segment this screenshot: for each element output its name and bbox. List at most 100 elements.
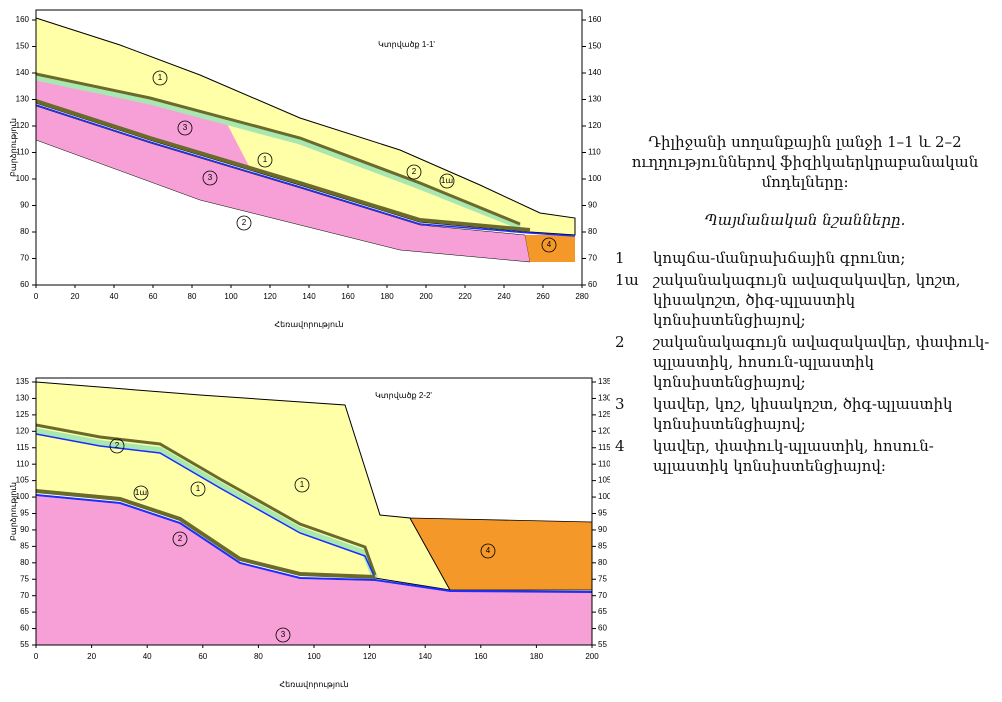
- layer-1a: [35, 428, 378, 580]
- caption: Դիլիջանի սողանքային լանջի 1–1 և 2–2 ուղղ…: [615, 132, 995, 478]
- y-axis-label: Բարձրություն: [9, 482, 18, 541]
- legend-text: կավեր, փափուկ-պլաստիկ, հոսուն-պլաստիկ կո…: [653, 437, 934, 475]
- layer-marker: [177, 120, 193, 136]
- layer-marker: [152, 70, 168, 86]
- y-tick-label: 80: [588, 227, 597, 236]
- boundary: [35, 104, 576, 237]
- y-tick-label: 75: [20, 574, 29, 583]
- layer-label: 3: [281, 630, 286, 639]
- x-tick-label: 180: [530, 652, 544, 661]
- y-tick-label: 90: [20, 525, 29, 534]
- x-tick-label: 80: [254, 652, 263, 661]
- legend-key: 3: [615, 395, 625, 413]
- x-tick-label: 220: [458, 292, 472, 301]
- legend-key: 2: [615, 333, 625, 351]
- x-tick-label: 0: [34, 292, 39, 301]
- layer-2: [35, 423, 377, 576]
- y-tick-label: 95: [20, 509, 29, 518]
- x-tick-label: 80: [188, 292, 197, 301]
- legend-item: 3 կավեր, կոշ, կիսակոշտ, ծիգ-պլաստիկ կոնսի…: [615, 394, 995, 434]
- x-axis-label: Հեռավորություն: [279, 680, 348, 689]
- y-tick-label: 85: [20, 541, 29, 550]
- layer-marker: [202, 170, 218, 186]
- y-tick-label: 60: [20, 280, 29, 289]
- y-tick-label: 60: [588, 280, 597, 289]
- x-tick-label: 60: [149, 292, 158, 301]
- x-tick-label: 40: [110, 292, 119, 301]
- panel-title: Կտրվածք 2-2': [375, 391, 432, 400]
- panel-title: Կտրվածք 1-1': [378, 40, 435, 49]
- layer-label: 2: [412, 167, 417, 176]
- layer-marker: [133, 485, 149, 501]
- x-tick-label: 120: [363, 652, 377, 661]
- y-tick-label: 70: [598, 591, 607, 600]
- legend: 1 կոպճա-մանրախճային գրունտ; 1ա շականակագույ…: [615, 248, 995, 476]
- layer-2: [35, 72, 521, 226]
- legend-item: 4 կավեր, փափուկ-պլաստիկ, հոսուն-պլաստիկ կ…: [615, 436, 995, 476]
- layer-marker: [236, 215, 252, 231]
- caption-text: Դիլիջանի սողանքային լանջի 1–1 և 2–2 ուղղ…: [631, 133, 979, 191]
- y-tick-label: 160: [16, 15, 30, 24]
- layer-label: 2: [115, 441, 120, 450]
- y-tick-label: 110: [598, 459, 610, 468]
- y-tick-label: 65: [598, 607, 607, 616]
- x-tick-label: 60: [198, 652, 207, 661]
- y-tick-label: 75: [598, 574, 607, 583]
- x-tick-label: 120: [263, 292, 277, 301]
- y-tick-label: 60: [598, 624, 607, 633]
- x-tick-label: 160: [341, 292, 355, 301]
- legend-text: կավեր, կոշ, կիսակոշտ, ծիգ-պլաստիկ կոնսիս…: [653, 395, 953, 433]
- y-tick-label: 120: [16, 121, 30, 130]
- layer-label: 2: [178, 534, 183, 543]
- y-tick-label: 80: [20, 227, 29, 236]
- y-tick-label: 130: [16, 394, 30, 403]
- y-tick-label: 100: [16, 492, 30, 501]
- x-tick-label: 100: [224, 292, 238, 301]
- boundary: [35, 433, 376, 579]
- y-tick-label: 100: [598, 492, 610, 501]
- layer-marker: [257, 152, 273, 168]
- legend-text: շականակագույն ավազակավեր, կոշտ, կիսակոշտ…: [653, 271, 961, 329]
- y-tick-label: 80: [20, 558, 29, 567]
- y-tick-label: 150: [16, 42, 30, 51]
- y-tick-label: 55: [20, 640, 29, 649]
- y-tick-label: 140: [588, 68, 602, 77]
- y-tick-label: 115: [16, 443, 29, 452]
- y-tick-label: 120: [588, 121, 602, 130]
- layer-label: 1: [196, 484, 201, 493]
- y-tick-label: 105: [598, 476, 610, 485]
- x-tick-label: 100: [307, 652, 321, 661]
- layer-4: [525, 235, 575, 262]
- legend-key: 4: [615, 437, 625, 455]
- layer-label: 3: [183, 123, 188, 132]
- layer-2: [35, 99, 531, 232]
- y-tick-label: 70: [588, 254, 597, 263]
- y-tick-label: 80: [598, 558, 607, 567]
- layer-3: [36, 80, 250, 168]
- y-tick-label: 120: [16, 426, 30, 435]
- x-axis-label: Հեռավորություն: [274, 320, 343, 329]
- y-tick-label: 100: [16, 174, 30, 183]
- legend-item: 1ա շականակագույն ավազակավեր, կոշտ, կիսակո…: [615, 270, 995, 330]
- y-tick-label: 85: [598, 541, 607, 550]
- y-tick-label: 70: [20, 254, 29, 263]
- x-tick-label: 160: [474, 652, 488, 661]
- x-tick-label: 140: [419, 652, 433, 661]
- layer-marker: [406, 164, 422, 180]
- y-tick-label: 90: [598, 525, 607, 534]
- layer-marker: [172, 531, 188, 547]
- legend-item: 1 կոպճա-մանրախճային գրունտ;: [615, 248, 995, 268]
- y-tick-label: 65: [20, 607, 29, 616]
- layer-marker: [480, 543, 496, 559]
- y-tick-label: 160: [588, 15, 602, 24]
- x-tick-label: 180: [380, 292, 394, 301]
- y-tick-label: 120: [598, 426, 610, 435]
- y-tick-label: 95: [598, 509, 607, 518]
- y-tick-label: 135: [598, 377, 610, 386]
- x-tick-label: 200: [585, 652, 599, 661]
- x-tick-label: 20: [71, 292, 80, 301]
- legend-title: Պայմանական նշանները.: [704, 211, 906, 229]
- x-tick-label: 200: [419, 292, 433, 301]
- x-tick-label: 240: [497, 292, 511, 301]
